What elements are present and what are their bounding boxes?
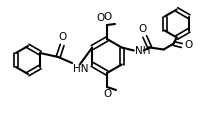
Text: O: O xyxy=(58,32,66,42)
Text: NH: NH xyxy=(135,45,150,56)
Text: O: O xyxy=(97,13,105,23)
Text: O: O xyxy=(139,24,147,34)
Text: O: O xyxy=(104,12,112,22)
Text: O: O xyxy=(104,89,112,99)
Text: O: O xyxy=(185,40,193,51)
Text: HN: HN xyxy=(73,64,89,74)
